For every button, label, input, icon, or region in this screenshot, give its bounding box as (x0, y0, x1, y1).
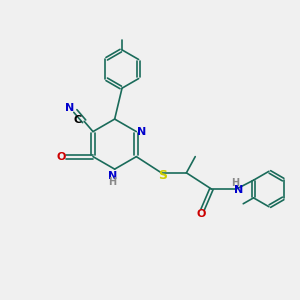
Text: H: H (108, 176, 116, 187)
Text: N: N (108, 171, 117, 181)
Text: O: O (56, 152, 66, 162)
Text: N: N (65, 103, 75, 113)
Text: N: N (137, 127, 146, 136)
Text: H: H (231, 178, 239, 188)
Text: N: N (234, 184, 243, 195)
Text: C: C (74, 115, 82, 125)
Text: S: S (158, 169, 167, 182)
Text: O: O (196, 209, 206, 219)
